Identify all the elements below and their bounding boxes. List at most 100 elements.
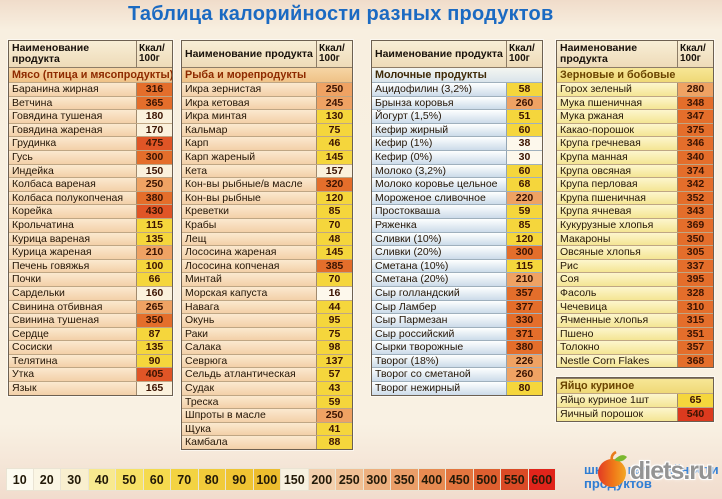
product-row: Мука пшеничная 348 [557,95,713,110]
logo-text: diets.ru [630,457,713,485]
product-name: Nestle Corn Flakes [557,354,677,368]
kcal-value: 115 [506,259,542,273]
product-row: Лососина копченая 385 [182,258,352,273]
kcal-value: 51 [506,110,542,123]
kcal-header-line: 100г [509,53,530,64]
kcal-value: 210 [506,273,542,286]
product-name-header: Наименование продукта [12,42,90,65]
product-row: Кефир (0%) 30 [372,149,542,164]
product-row: Баранина жирная 316 [9,82,172,96]
kcal-header: Ккал/100г [136,41,172,67]
product-row: Кета 157 [182,163,352,178]
product-name: Молоко коровье цельное [372,178,506,191]
product-row: Ацидофилин (3,2%) 58 [372,82,542,96]
product-name: Говядина тушеная [9,110,136,123]
kcal-value: 59 [506,205,542,218]
product-row: Мука ржаная 347 [557,109,713,123]
kcal-value: 343 [677,205,713,218]
product-name: Сливки (20%) [372,246,506,259]
product-row: Сырки творожные 380 [372,340,542,354]
product-row: Яичный порошок 540 [557,407,713,421]
product-row: Мороженое сливочное 220 [372,190,542,205]
product-name: Свинина отбивная [9,300,136,314]
product-name: Крупа ячневая [557,205,677,218]
kcal-value: 157 [316,164,352,178]
product-row: Ветчина 365 [9,95,172,110]
product-row: Говядина тушеная 180 [9,109,172,123]
kcal-value: 48 [316,232,352,246]
product-name: Сыр Ламбер [372,300,506,314]
scale-cell: 60 [143,468,171,491]
product-name: Креветки [182,205,316,218]
product-name: Телятина [9,354,136,368]
product-name: Язык [9,382,136,395]
product-name: Свинина тушеная [9,314,136,327]
product-row: Лещ 48 [182,231,352,246]
product-row: Кон-вы рыбные/в масле 320 [182,177,352,191]
product-name: Крупа овсяная [557,164,677,178]
product-row: Лососина жареная 145 [182,245,352,259]
kcal-header: Ккал/100г [677,41,713,67]
product-name: Курица жареная [9,246,136,259]
product-row: Сыр Ламбер 377 [372,299,542,314]
product-name: Крупа перловая [557,178,677,191]
scale-cell: 40 [88,468,116,491]
kcal-value: 352 [677,191,713,205]
kcal-value: 58 [506,83,542,96]
kcal-value: 46 [316,137,352,150]
product-row: Соя 395 [557,272,713,286]
product-row: Язык 165 [9,381,172,395]
kcal-value: 80 [506,382,542,395]
product-row: Морская капуста 16 [182,285,352,300]
product-row: Крупа перловая 342 [557,177,713,191]
product-row: Овсяные хлопья 305 [557,245,713,259]
scale-cell: 550 [501,468,529,491]
product-name: Мороженое сливочное [372,191,506,205]
product-name: Треска [182,395,316,409]
product-name: Крольчатина [9,218,136,232]
product-name: Творог со сметаной [372,368,506,382]
product-row: Кальмар 75 [182,122,352,137]
product-name-header: Наименование продукта [185,47,313,60]
kcal-header-line: Ккал/ [509,43,535,54]
section-header: Зерновые и бобовые [557,67,713,82]
kcal-value: 245 [316,96,352,110]
product-name: Корейка [9,205,136,218]
kcal-value: 250 [316,409,352,422]
kcal-value: 43 [316,382,352,395]
kcal-header-line: 100г [680,53,701,64]
kcal-value: 130 [316,110,352,123]
product-row: Крабы 70 [182,217,352,232]
product-name: Сельдь атлантическая [182,368,316,382]
product-row: Сельдь атлантическая 57 [182,367,352,382]
scale-cell: 50 [116,468,144,491]
product-row: Корейка 430 [9,204,172,218]
kcal-value: 374 [677,164,713,178]
kcal-value: 348 [677,96,713,110]
section-header: Мясо (птица и мясопродукты) [9,67,172,82]
product-name: Печень говяжья [9,259,136,273]
product-row: Ячменные хлопья 315 [557,313,713,327]
kcal-value: 135 [136,232,172,246]
kcal-value: 305 [677,246,713,259]
kcal-value: 350 [136,314,172,327]
kcal-value: 44 [316,300,352,314]
product-row: Курица вареная 135 [9,231,172,246]
product-row: Карп жареный 145 [182,149,352,164]
product-row: Крупа ячневая 343 [557,204,713,218]
product-name: Сердце [9,327,136,341]
product-name: Кета [182,164,316,178]
kcal-header-line: Ккал/ [680,43,706,54]
kcal-value: 430 [136,205,172,218]
kcal-value: 95 [316,314,352,327]
product-row: Раки 75 [182,326,352,341]
product-name: Яйцо куриное 1шт [557,394,677,408]
kcal-value: 85 [316,205,352,218]
kcal-value: 347 [677,110,713,123]
product-row: Минтай 70 [182,272,352,286]
kcal-value: 351 [677,327,713,341]
product-name: Брынза коровья [372,96,506,110]
kcal-value: 405 [136,368,172,382]
product-name: Карп [182,137,316,150]
product-row: Кукурузные хлопья 369 [557,217,713,232]
